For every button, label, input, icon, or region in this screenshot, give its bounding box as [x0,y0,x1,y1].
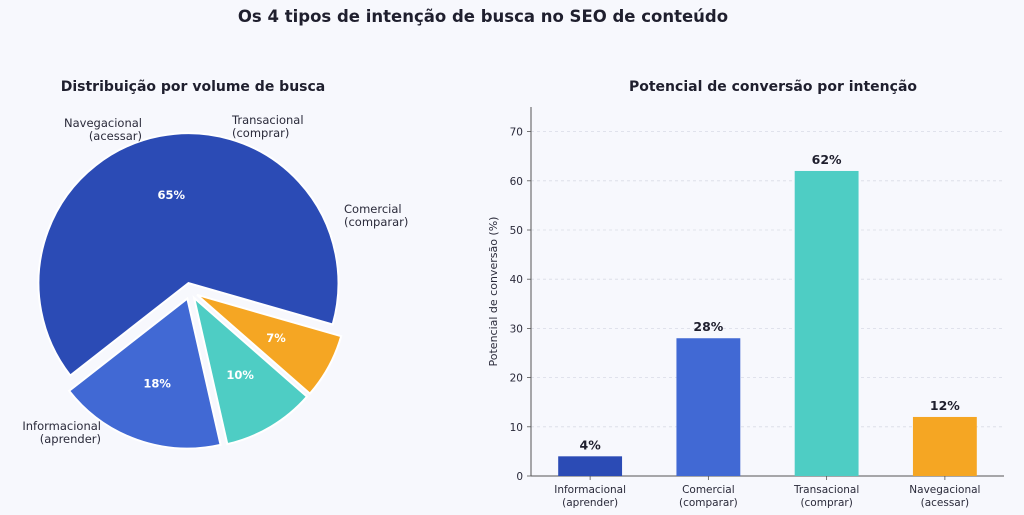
bar-y-axis-label: Potencial de conversão (%) [487,217,500,367]
y-tick-label: 50 [510,225,523,237]
y-tick-label: 20 [510,373,523,385]
pie-slice-navegacional [196,293,343,396]
pie-pct-label: 7% [266,331,286,345]
pie-category-label: Transacional (comprar) [231,113,304,140]
bar-marks: 4% 28% 62% 12% [558,152,977,476]
pie-title: Distribuição por volume de busca [61,79,326,95]
x-tick-label: Informacional (aprender) [554,484,626,509]
y-tick-label: 40 [510,274,523,286]
bar-value-label: 62% [812,152,842,167]
y-tick-label: 10 [510,422,523,434]
pie-slice-transacional [192,295,309,446]
bar-axes: 0 10 20 30 40 50 60 70 Informacional (aprender) Co… [510,107,1004,509]
pie-pct-label: 18% [143,376,171,390]
y-tick-label: 70 [510,127,523,139]
bar-title: Potencial de conversão por intenção [629,79,917,95]
pie-slice-informacional [37,132,340,377]
pie-category-label: Informacional (aprender) [22,419,101,446]
bar-transacional [794,170,859,476]
bar-informacional [558,456,623,476]
bar-grid [531,131,1004,428]
x-tick-label: Comercial (comparar) [679,484,738,509]
x-tick-label: Transacional (comprar) [793,484,859,509]
bar-value-label: 4% [580,437,602,452]
bar-value-label: 28% [693,319,723,334]
bar-navegacional [912,416,977,476]
pie-slices: 65% Informacional (aprender) 18% Comercial (c… [22,113,408,450]
figure-title: Os 4 tipos de intenção de busca no SEO d… [238,7,728,26]
y-tick-label: 30 [510,323,523,335]
pie-category-label: Navegacional (acessar) [64,116,142,143]
bar-chart: Potencial de conversão por intenção 0 10 2… [487,79,1004,509]
pie-pct-label: 65% [158,188,186,202]
bar-comercial [676,338,741,476]
bar-value-label: 12% [930,398,960,413]
pie-slice-comercial [67,296,222,450]
pie-chart: Distribuição por volume de busca 65% Info… [22,79,408,450]
y-tick-label: 60 [510,176,523,188]
pie-pct-label: 10% [226,368,254,382]
x-tick-label: Navegacional (acessar) [909,484,980,509]
y-tick-label: 0 [516,471,523,483]
pie-category-label: Comercial (comparar) [344,202,408,229]
